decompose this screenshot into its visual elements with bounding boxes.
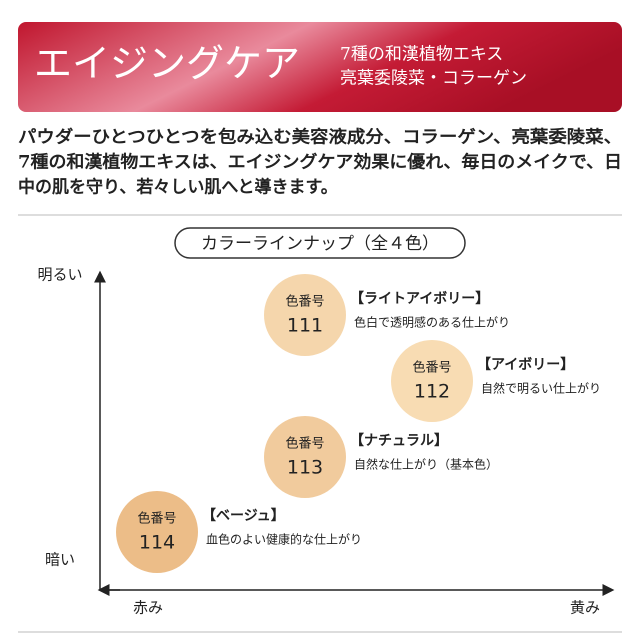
- color-swatch: [116, 491, 198, 573]
- description: 中の肌を守り、若々しい肌へと導きます。: [18, 177, 338, 198]
- lineup-title: カラーラインナップ（全４色）: [201, 234, 439, 254]
- shade-name: 【ライトアイボリー】: [350, 291, 489, 307]
- banner-subtitle: 亮葉委陵菜・コラーゲン: [340, 69, 527, 89]
- color-swatch: [264, 416, 346, 498]
- shade-description: 自然で明るい仕上がり: [481, 381, 601, 396]
- axis-label: 明るい: [37, 266, 82, 284]
- code-number: 113: [287, 457, 323, 479]
- axis-label: 黄み: [570, 599, 600, 617]
- lineup-pill: [174, 227, 466, 259]
- shade-name: 【ベージュ】: [202, 508, 285, 524]
- code-label: 色番号: [285, 436, 324, 452]
- shade-name: 【ナチュラル】: [350, 433, 448, 449]
- shade-name: 【アイボリー】: [477, 357, 574, 373]
- axis-label: 赤み: [133, 599, 163, 617]
- code-label: 色番号: [412, 360, 451, 376]
- shade-description: 自然な仕上がり（基本色）: [354, 457, 498, 472]
- banner: [18, 22, 622, 112]
- code-label: 色番号: [285, 294, 324, 310]
- banner-title: エイジングケア: [34, 42, 300, 86]
- description: 7種の和漢植物エキスは、エイジングケア効果に優れ、毎日のメイクで、日: [18, 152, 622, 173]
- color-nodes: 色番号111【ライトアイボリー】色白で透明感のある仕上がり色番号112【アイボリ…: [116, 274, 601, 573]
- code-number: 114: [139, 532, 175, 554]
- shade-description: 色白で透明感のある仕上がり: [354, 315, 510, 330]
- code-number: 111: [287, 315, 323, 337]
- color-swatch: [264, 274, 346, 356]
- code-label: 色番号: [137, 511, 176, 527]
- axis-label: 暗い: [45, 551, 75, 569]
- shade-description: 血色のよい健康的な仕上がり: [206, 532, 362, 547]
- description: パウダーひとつひとつを包み込む美容液成分、コラーゲン、亮葉委陵菜、: [18, 127, 622, 148]
- banner-subtitle: 7種の和漢植物エキス: [340, 45, 503, 65]
- color-swatch: [391, 340, 473, 422]
- code-number: 112: [414, 381, 450, 403]
